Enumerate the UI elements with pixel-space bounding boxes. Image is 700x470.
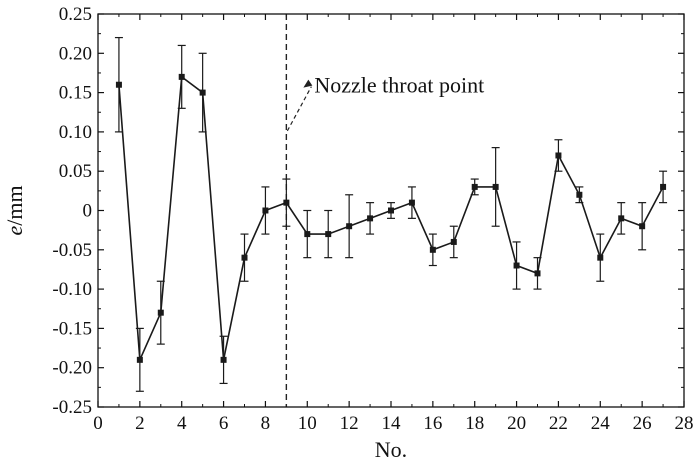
- y-tick-label: -0.20: [52, 358, 92, 379]
- y-tick-label: 0.25: [59, 4, 92, 25]
- x-tick-label: 0: [93, 413, 103, 434]
- x-tick-label: 28: [675, 413, 694, 434]
- data-point-marker: [157, 309, 164, 316]
- data-point-marker: [136, 356, 143, 363]
- data-point-marker: [513, 262, 520, 269]
- y-axis-title-symbol: e: [2, 226, 27, 236]
- x-tick-label: 26: [633, 413, 652, 434]
- data-point-marker: [388, 207, 394, 214]
- data-point-marker: [555, 152, 562, 159]
- annotation-text: Nozzle throat point: [314, 73, 484, 98]
- x-tick-label: 4: [177, 413, 187, 434]
- data-point-marker: [408, 199, 415, 206]
- data-point-marker: [618, 215, 625, 222]
- y-tick-label: 0.20: [59, 43, 92, 64]
- y-tick-label: -0.10: [52, 279, 92, 300]
- x-tick-label: 20: [507, 413, 526, 434]
- y-tick-label: 0.15: [59, 83, 92, 104]
- data-point-marker: [492, 183, 499, 190]
- data-point-marker: [576, 191, 583, 198]
- x-axis-ticks: 0 2 4 6 8 10 12 14 16 18 20 22 24 26 28: [93, 14, 694, 434]
- x-tick-label: 2: [135, 413, 145, 434]
- x-axis-title: No.: [375, 437, 407, 462]
- data-point-marker: [262, 207, 269, 214]
- data-point-marker: [639, 223, 646, 230]
- data-point-marker: [283, 199, 290, 206]
- data-point-marker: [450, 238, 457, 245]
- y-tick-label: -0.25: [52, 397, 92, 418]
- data-point-marker: [178, 73, 185, 80]
- data-point-marker: [304, 231, 311, 238]
- x-tick-label: 8: [261, 413, 271, 434]
- data-point-marker: [220, 356, 227, 363]
- x-tick-label: 22: [549, 413, 568, 434]
- x-tick-label: 16: [423, 413, 442, 434]
- y-axis-title: e/mm: [2, 185, 27, 235]
- x-tick-label: 10: [298, 413, 317, 434]
- x-tick-label: 14: [382, 413, 402, 434]
- x-tick-label: 6: [219, 413, 229, 434]
- annotation-leader-line: [286, 86, 312, 132]
- annotation-group: Nozzle throat point: [286, 73, 484, 132]
- x-tick-label: 24: [591, 413, 611, 434]
- y-axis-ticks: 0.25 0.20 0.15 0.10 0.05 0 -0.05 -0.10 -0.15 -0.2…: [52, 4, 684, 418]
- x-tick-label: 12: [340, 413, 359, 434]
- y-tick-label: 0: [83, 201, 93, 222]
- plot-area-frame: [97, 13, 685, 408]
- data-point-marker: [115, 81, 122, 88]
- data-point-marker: [325, 231, 332, 238]
- x-tick-label: 18: [465, 413, 484, 434]
- y-tick-label: 0.05: [59, 161, 92, 182]
- y-tick-label: -0.15: [52, 318, 92, 339]
- data-point-marker: [429, 246, 436, 253]
- data-point-marker: [241, 254, 248, 261]
- data-series: [114, 36, 668, 392]
- y-tick-label: -0.05: [52, 240, 92, 261]
- data-point-marker: [199, 89, 206, 96]
- data-point-marker: [367, 215, 374, 222]
- data-point-marker: [346, 223, 353, 230]
- data-point-marker: [660, 183, 667, 190]
- y-tick-label: 0.10: [59, 122, 92, 143]
- data-point-marker: [534, 270, 541, 277]
- y-axis-title-unit: /mm: [2, 185, 27, 225]
- data-point-marker: [471, 183, 478, 190]
- annotation-arrowhead: [303, 79, 313, 88]
- data-point-marker: [597, 254, 604, 261]
